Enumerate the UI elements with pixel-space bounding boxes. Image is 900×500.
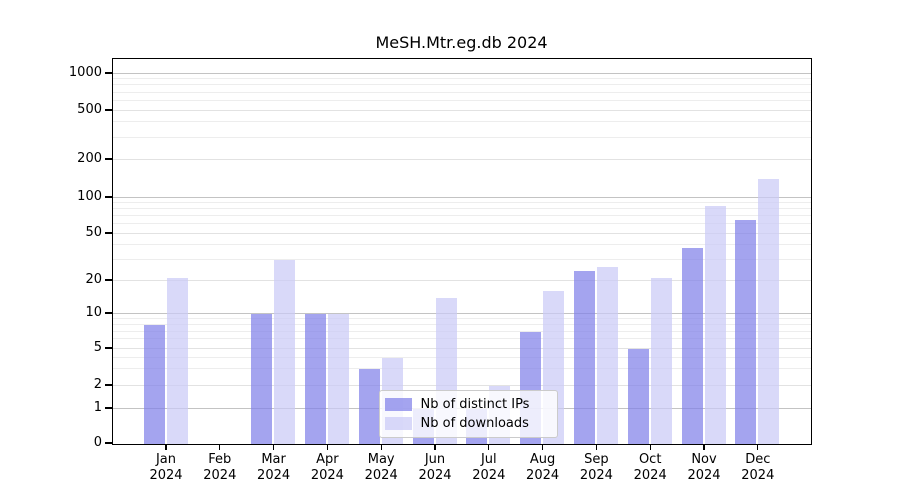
y-axis-tick — [105, 442, 112, 444]
y-axis-tick-label: 500 — [77, 102, 102, 117]
gridline — [112, 356, 811, 358]
y-axis-tick — [105, 158, 112, 160]
y-axis-tick-label: 5 — [93, 340, 102, 355]
gridline — [112, 158, 811, 160]
x-axis-tick — [649, 444, 651, 450]
gridline — [112, 338, 811, 340]
bar-downloads — [274, 259, 296, 444]
gridline — [112, 347, 811, 349]
bar-downloads — [596, 267, 618, 444]
y-axis-tick-label: 50 — [85, 225, 102, 240]
y-axis-tick-label: 2 — [93, 377, 102, 392]
x-axis-tick-label: Feb 2024 — [203, 452, 237, 483]
gridline — [112, 232, 811, 234]
bar-distinct-ips — [627, 348, 649, 444]
gridline — [112, 84, 811, 86]
x-axis-tick-label: Apr 2024 — [310, 452, 344, 483]
legend-swatch-downloads — [384, 416, 412, 430]
y-axis-tick — [105, 196, 112, 198]
gridline — [112, 323, 811, 325]
bar-distinct-ips — [143, 324, 165, 444]
gridline — [112, 196, 811, 198]
y-axis-tick-label: 20 — [85, 272, 102, 287]
x-axis-tick-label: Aug 2024 — [526, 452, 560, 483]
plot-area: Nb of distinct IPs Nb of downloads — [111, 57, 812, 445]
bar-downloads — [650, 278, 672, 444]
gridline — [112, 258, 811, 260]
gridline — [112, 223, 811, 224]
bar-distinct-ips — [573, 271, 595, 444]
x-axis-tick — [434, 444, 436, 450]
gridline — [112, 99, 811, 101]
y-axis-tick — [105, 72, 112, 74]
x-axis-tick — [165, 444, 167, 450]
chart-title: MeSH.Mtr.eg.db 2024 — [375, 33, 548, 52]
x-axis-tick — [595, 444, 598, 450]
y-axis-tick-label: 10 — [85, 305, 102, 320]
x-axis-tick-label: Dec 2024 — [741, 452, 775, 483]
y-axis-tick-label: 1000 — [68, 65, 102, 80]
y-axis-tick-label: 0 — [93, 435, 102, 450]
gridline — [112, 121, 811, 123]
gridline — [112, 368, 811, 370]
legend-label-distinct-ips: Nb of distinct IPs — [420, 396, 530, 412]
x-axis-tick — [488, 444, 490, 450]
bar-downloads — [327, 313, 349, 444]
x-axis-tick — [326, 444, 329, 450]
y-axis-tick — [105, 232, 112, 234]
y-axis-tick-label: 1 — [93, 400, 102, 415]
gridline — [112, 317, 811, 319]
legend-item-distinct-ips: Nb of distinct IPs — [384, 396, 549, 412]
bar-distinct-ips — [304, 313, 326, 444]
x-axis-tick — [219, 444, 221, 450]
y-axis-tick-label: 200 — [77, 151, 102, 166]
gridline — [112, 384, 811, 386]
x-axis-tick — [380, 444, 382, 450]
x-axis-tick-label: May 2024 — [364, 452, 398, 483]
legend-label-downloads: Nb of downloads — [420, 415, 529, 431]
legend-item-downloads: Nb of downloads — [384, 415, 549, 431]
x-axis-tick-label: Jul 2024 — [472, 452, 506, 483]
gridline — [112, 208, 811, 210]
y-axis-tick — [105, 279, 112, 281]
bar-distinct-ips — [251, 313, 273, 444]
gridline — [112, 215, 811, 216]
y-axis-tick — [105, 109, 112, 111]
gridline — [112, 243, 811, 245]
y-axis-tick-label: 100 — [77, 189, 102, 204]
bar-downloads — [758, 179, 780, 444]
y-axis-tick — [105, 347, 112, 349]
bar-downloads — [704, 205, 726, 444]
x-axis-tick-label: Jan 2024 — [149, 452, 183, 483]
gridline — [112, 330, 811, 332]
x-axis-tick-label: Jun 2024 — [418, 452, 452, 483]
gridline — [112, 91, 811, 93]
bar-distinct-ips — [358, 369, 380, 444]
x-axis-tick — [272, 444, 275, 450]
gridline — [112, 109, 811, 111]
gridline — [112, 136, 811, 138]
legend-swatch-distinct-ips — [384, 397, 412, 411]
x-axis-tick-label: Sep 2024 — [579, 452, 613, 483]
gridline — [112, 279, 811, 281]
gridline — [112, 202, 811, 203]
gridline — [112, 312, 811, 314]
chart-legend: Nb of distinct IPs Nb of downloads — [378, 389, 558, 438]
y-axis-tick — [105, 384, 112, 386]
x-axis-tick-label: Mar 2024 — [257, 452, 291, 483]
x-axis-tick-label: Oct 2024 — [633, 452, 667, 483]
gridline — [112, 78, 811, 80]
gridline — [112, 72, 811, 74]
x-axis-tick — [703, 444, 705, 450]
bar-downloads — [166, 278, 188, 444]
bar-distinct-ips — [735, 219, 757, 444]
bar-distinct-ips — [681, 247, 703, 444]
y-axis-tick — [105, 407, 112, 409]
x-axis-tick — [541, 444, 544, 450]
x-axis-tick — [757, 444, 759, 450]
x-axis-tick-label: Nov 2024 — [687, 452, 721, 483]
y-axis-tick — [105, 312, 112, 314]
